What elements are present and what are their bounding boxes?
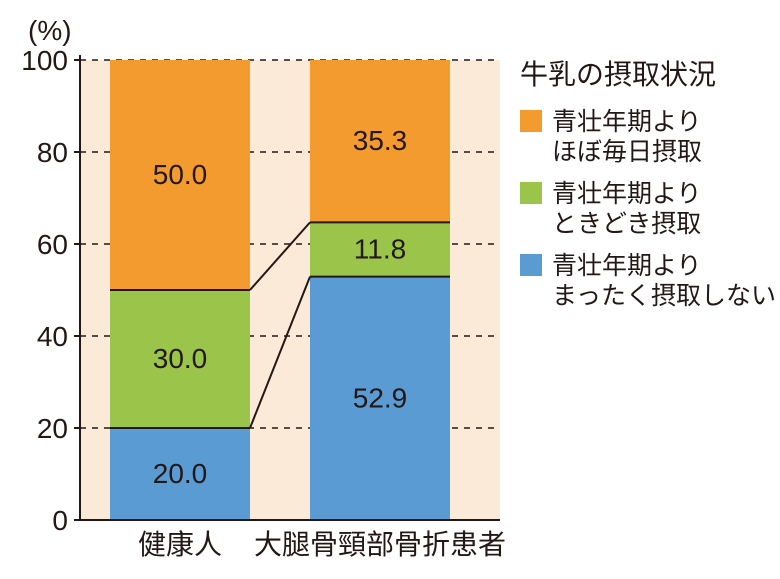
bar-value-label: 52.9	[353, 382, 408, 413]
bar-value-label: 11.8	[354, 234, 406, 265]
legend-label: 青壮年期より	[552, 180, 702, 208]
y-tick-label: 40	[37, 321, 68, 352]
legend-swatch	[520, 182, 542, 204]
bar-value-label: 35.3	[353, 125, 408, 156]
bar-value-label: 50.0	[153, 159, 208, 190]
legend-swatch	[520, 110, 542, 132]
y-tick-label: 0	[52, 505, 68, 536]
y-tick-label: 60	[37, 229, 68, 260]
legend-swatch	[520, 254, 542, 276]
legend-label: まったく摂取しない	[552, 282, 776, 310]
y-tick-label: 100	[21, 45, 68, 76]
legend: 牛乳の摂取状況青壮年期よりほぼ毎日摂取青壮年期よりときどき摂取青壮年期よりまった…	[520, 59, 776, 310]
legend-label: 青壮年期より	[552, 108, 702, 136]
bar-value-label: 20.0	[153, 458, 208, 489]
y-tick-label: 20	[37, 413, 68, 444]
y-tick-label: 80	[37, 137, 68, 168]
stacked-bar-chart: 20.0 30.0 50.0 52.9 11.8 35.3 0 20 40 60 80 100(%) 健…	[0, 0, 780, 579]
legend-title: 牛乳の摂取状況	[520, 59, 716, 90]
category-label: 大腿骨頸部骨折患者	[254, 529, 506, 560]
legend-label: ときどき摂取	[552, 210, 701, 238]
category-label: 健康人	[138, 529, 222, 560]
y-unit-label: (%)	[28, 15, 72, 46]
legend-label: 青壮年期より	[552, 252, 702, 280]
legend-label: ほぼ毎日摂取	[552, 138, 702, 166]
bar-value-label: 30.0	[153, 343, 208, 374]
